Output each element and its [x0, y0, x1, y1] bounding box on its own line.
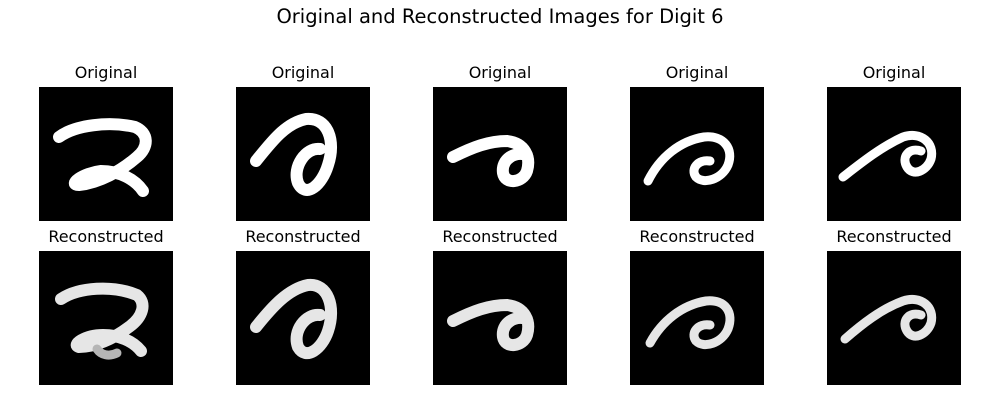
original-title-2: Original [271, 63, 335, 82]
original-image-1 [39, 87, 173, 221]
reconstructed-image-3 [433, 251, 567, 385]
reconstructed-image-2 [236, 251, 370, 385]
original-image-4 [630, 87, 764, 221]
reconstructed-image-5 [827, 251, 961, 385]
reconstructed-title-5: Reconstructed [836, 227, 952, 246]
original-title-4: Original [665, 63, 729, 82]
original-image-2 [236, 87, 370, 221]
reconstructed-title-3: Reconstructed [442, 227, 558, 246]
reconstructed-image-1 [39, 251, 173, 385]
original-title-1: Original [74, 63, 138, 82]
figure-title: Original and Reconstructed Images for Di… [276, 5, 724, 28]
original-image-5 [827, 87, 961, 221]
reconstructed-title-1: Reconstructed [48, 227, 164, 246]
reconstructed-title-4: Reconstructed [639, 227, 755, 246]
original-title-3: Original [468, 63, 532, 82]
reconstructed-title-2: Reconstructed [245, 227, 361, 246]
original-title-5: Original [862, 63, 926, 82]
original-image-3 [433, 87, 567, 221]
reconstructed-image-4 [630, 251, 764, 385]
